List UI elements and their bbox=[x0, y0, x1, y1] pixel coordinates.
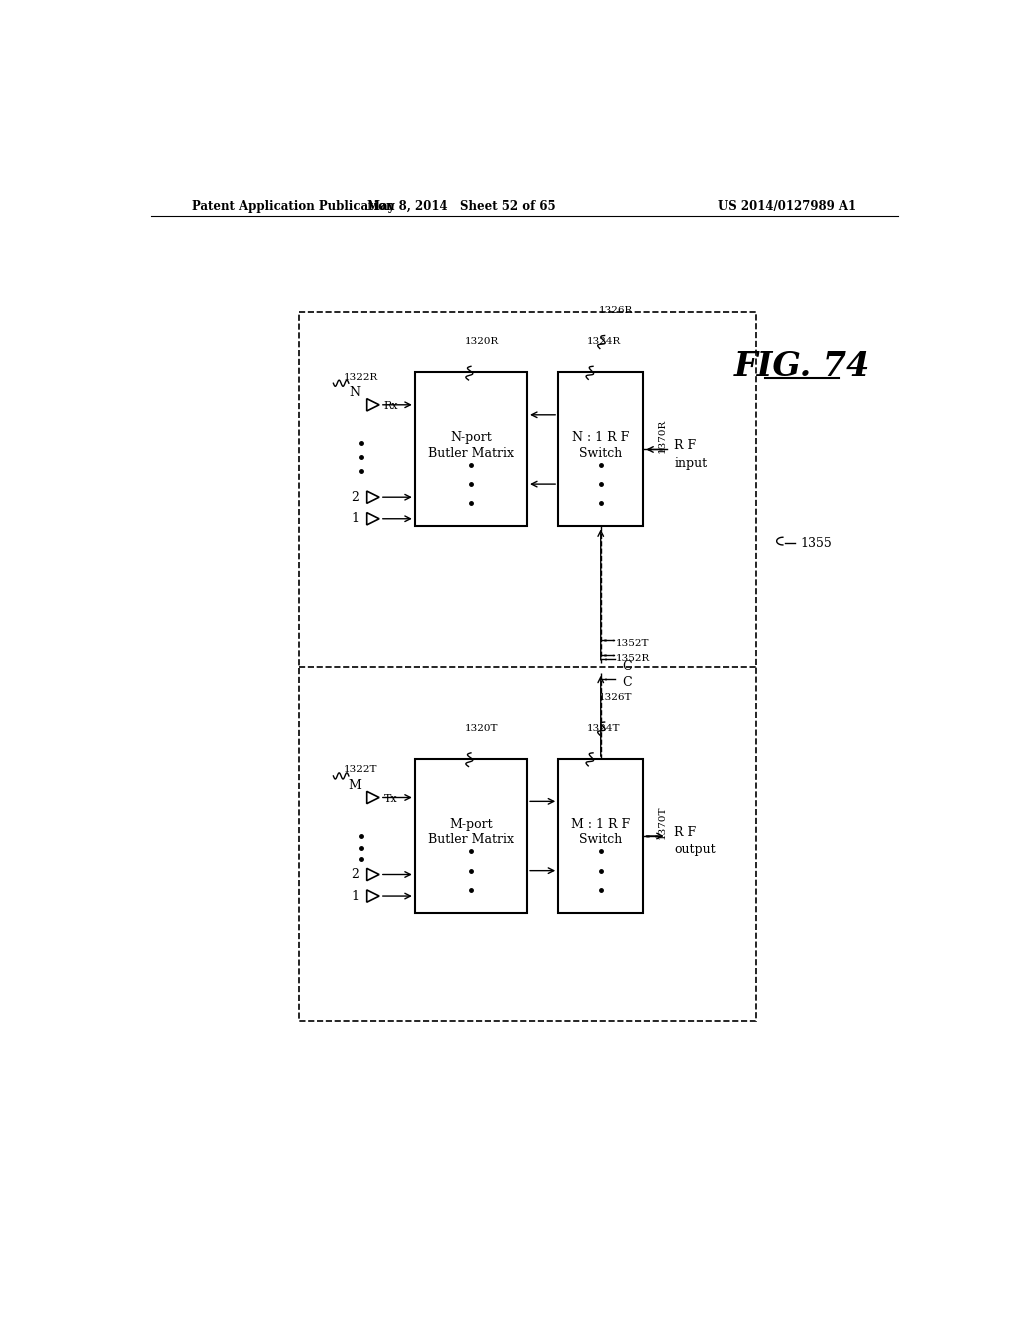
Text: Switch: Switch bbox=[580, 446, 623, 459]
Text: 1324R: 1324R bbox=[587, 337, 621, 346]
Text: Butler Matrix: Butler Matrix bbox=[428, 833, 514, 846]
Text: 1324T: 1324T bbox=[587, 723, 621, 733]
Text: R F: R F bbox=[675, 440, 696, 453]
Bar bbox=[558, 372, 643, 527]
Text: M: M bbox=[348, 779, 361, 792]
Text: FIG. 74: FIG. 74 bbox=[734, 350, 870, 383]
Text: 1322T: 1322T bbox=[344, 766, 377, 775]
Text: R F: R F bbox=[675, 825, 696, 838]
Text: Rx: Rx bbox=[384, 401, 398, 412]
Text: 1326T: 1326T bbox=[598, 693, 632, 702]
Bar bbox=[415, 372, 527, 527]
Text: 1: 1 bbox=[351, 512, 359, 525]
Text: C: C bbox=[623, 676, 632, 689]
Text: 1320T: 1320T bbox=[465, 723, 499, 733]
Text: N : 1 R F: N : 1 R F bbox=[572, 432, 630, 445]
Text: 1370T: 1370T bbox=[657, 805, 667, 840]
Text: May 8, 2014   Sheet 52 of 65: May 8, 2014 Sheet 52 of 65 bbox=[367, 199, 556, 213]
Text: M : 1 R F: M : 1 R F bbox=[571, 818, 631, 832]
Text: 1355: 1355 bbox=[801, 537, 833, 550]
Text: 1322R: 1322R bbox=[343, 372, 378, 381]
Text: input: input bbox=[675, 457, 708, 470]
Text: 1326R: 1326R bbox=[598, 306, 633, 315]
Text: N: N bbox=[349, 385, 360, 399]
Text: 2: 2 bbox=[351, 491, 359, 504]
Text: Patent Application Publication: Patent Application Publication bbox=[191, 199, 394, 213]
Bar bbox=[558, 759, 643, 913]
Bar bbox=[415, 759, 527, 913]
Text: 1352R: 1352R bbox=[616, 655, 650, 664]
Text: M-port: M-port bbox=[450, 818, 493, 832]
Text: Switch: Switch bbox=[580, 833, 623, 846]
Text: Butler Matrix: Butler Matrix bbox=[428, 446, 514, 459]
Text: 1370R: 1370R bbox=[657, 418, 667, 453]
Text: output: output bbox=[675, 843, 716, 857]
Text: Tx: Tx bbox=[384, 795, 397, 804]
Text: N-port: N-port bbox=[451, 432, 492, 445]
Text: C: C bbox=[623, 660, 632, 673]
Text: 1320R: 1320R bbox=[465, 337, 499, 346]
Bar bbox=[299, 313, 756, 1020]
Text: 1: 1 bbox=[351, 890, 359, 903]
Text: US 2014/0127989 A1: US 2014/0127989 A1 bbox=[719, 199, 856, 213]
Text: 1352T: 1352T bbox=[616, 639, 650, 648]
Text: 2: 2 bbox=[351, 869, 359, 880]
